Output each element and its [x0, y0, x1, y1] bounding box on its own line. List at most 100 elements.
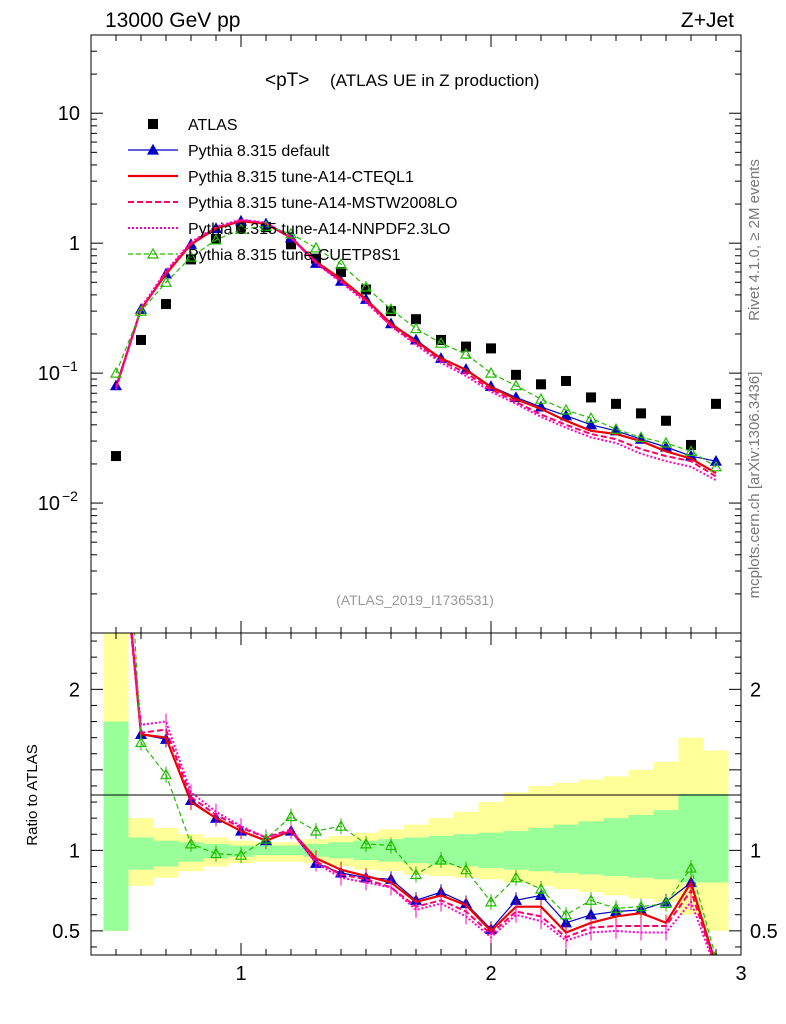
ratio-y-tick-label-left: 2: [69, 679, 80, 701]
ratio-marker-cuetp: [684, 861, 698, 873]
ratio-band-inner: [603, 818, 629, 877]
ratio-band-inner: [703, 794, 729, 883]
ratio-band-inner: [103, 721, 129, 931]
ratio-y-tick-label-left: 1: [69, 840, 80, 862]
atlas-data-point: [611, 398, 621, 409]
ratio-band-inner: [253, 845, 279, 856]
ratio-band-inner: [628, 814, 654, 878]
ratio-marker-cuetp: [534, 882, 548, 894]
legend-marker-default: [146, 143, 160, 155]
main-series-layer: [109, 214, 723, 482]
ratio-marker-cuetp: [434, 853, 448, 865]
ratio-band-inner: [328, 842, 354, 859]
legend-marker-cuetp: [146, 247, 160, 259]
header-energy: 13000 GeV pp: [105, 9, 240, 32]
analysis-id: (ATLAS_2019_I1736531): [336, 592, 494, 608]
legend: ATLAS Pythia 8.315 default Pythia 8.315 tu…: [128, 117, 457, 264]
ratio-marker-cuetp: [384, 839, 398, 851]
main-marker-cuetp: [659, 436, 673, 448]
ratio-marker-cuetp: [509, 871, 523, 883]
atlas-data-point: [386, 306, 396, 317]
ratio-marker-cuetp: [659, 897, 673, 909]
main-marker-cuetp: [584, 411, 598, 423]
main-series-line-cuetp: [115, 225, 717, 468]
main-marker-cuetp: [409, 322, 423, 334]
ratio-band-inner: [453, 834, 479, 867]
atlas-data-point: [111, 451, 121, 462]
ratio-band-inner: [528, 827, 554, 872]
main-marker-default: [584, 418, 598, 430]
ratio-marker-cuetp: [159, 768, 173, 780]
atlas-data-point: [136, 334, 146, 345]
legend-label: ATLAS: [188, 117, 238, 134]
ratio-marker-cuetp: [634, 900, 648, 912]
header-process: Z+Jet: [681, 9, 734, 32]
main-marker-cuetp: [459, 347, 473, 359]
ratio-x-tick-label: 2: [485, 963, 496, 985]
main-marker-cuetp: [334, 257, 348, 269]
atlas-data-point: [361, 284, 371, 295]
ratio-marker-cuetp: [459, 863, 473, 875]
main-marker-cuetp: [559, 403, 573, 415]
atlas-data-point: [161, 299, 171, 310]
ratio-uncertainty-bands: [103, 633, 729, 931]
ratio-marker-cuetp: [334, 819, 348, 831]
main-marker-cuetp: [184, 250, 198, 262]
main-marker-cuetp: [309, 241, 323, 253]
main-y-tick-label: 10: [38, 363, 60, 385]
ratio-marker-cuetp: [284, 810, 298, 822]
legend-label: Pythia 8.315 tune-CUETP8S1: [188, 247, 401, 264]
main-marker-cuetp: [484, 366, 498, 378]
ratio-marker-cuetp: [409, 868, 423, 880]
main-marker-cuetp: [434, 336, 448, 348]
ratio-band-inner: [553, 824, 579, 873]
ratio-band-inner: [403, 837, 429, 864]
main-series-line-cteql1: [114, 219, 717, 475]
main-title: <pT>: [265, 70, 309, 91]
atlas-data-point: [286, 239, 296, 250]
atlas-data-point: [586, 392, 596, 403]
main-marker-cuetp: [209, 233, 223, 245]
legend-marker-atlas: [148, 119, 158, 129]
atlas-data-point: [186, 254, 196, 265]
atlas-data-point: [211, 233, 221, 244]
atlas-data-point: [661, 415, 671, 426]
ratio-marker-cuetp: [209, 847, 223, 859]
atlas-data-point: [636, 408, 646, 419]
ratio-marker-cuetp: [134, 736, 148, 748]
atlas-data-point: [511, 369, 521, 380]
ratio-series-layer: [130, 633, 718, 955]
atlas-data-point: [336, 267, 346, 278]
main-marker-cuetp: [709, 460, 723, 472]
ratio-axis-ticks: 2 2 1 1 0.5 0.5 1 2 3: [52, 633, 778, 985]
main-marker-cuetp: [259, 220, 273, 231]
ratio-marker-cuetp: [584, 894, 598, 905]
main-marker-cuetp: [684, 445, 698, 456]
ratio-y-tick-label-left: 0.5: [52, 921, 80, 943]
main-marker-cuetp: [234, 223, 248, 234]
ratio-band-inner: [653, 810, 679, 880]
atlas-data-point: [236, 222, 246, 233]
main-subtitle: (ATLAS UE in Z production): [330, 71, 539, 90]
ratio-band-inner: [128, 837, 154, 870]
main-marker-cuetp: [109, 366, 123, 378]
ratio-marker-cuetp: [559, 908, 573, 920]
main-y-tick-label: 10: [38, 493, 60, 515]
ratio-y-axis-label: Ratio to ATLAS: [24, 744, 41, 845]
ratio-marker-cuetp: [309, 824, 323, 836]
ratio-marker-cuetp: [609, 902, 623, 913]
main-series-line-nnpdf: [115, 218, 717, 482]
legend-label: Pythia 8.315 tune-A14-MSTW2008LO: [188, 195, 457, 212]
legend-label: Pythia 8.315 default: [188, 143, 330, 160]
main-marker-cuetp: [384, 303, 398, 314]
ratio-band-inner: [153, 840, 179, 867]
ratio-plot-panel: 2 2 1 1 0.5 0.5 1 2 3 Ratio to ATLAS: [24, 632, 778, 985]
ratio-band-inner: [178, 842, 204, 862]
atlas-data-point: [411, 314, 421, 325]
legend-label: Pythia 8.315 tune-A14-NNPDF2.3LO: [188, 221, 450, 238]
ratio-band-inner: [503, 831, 529, 870]
ratio-y-tick-label-right: 2: [750, 679, 761, 701]
